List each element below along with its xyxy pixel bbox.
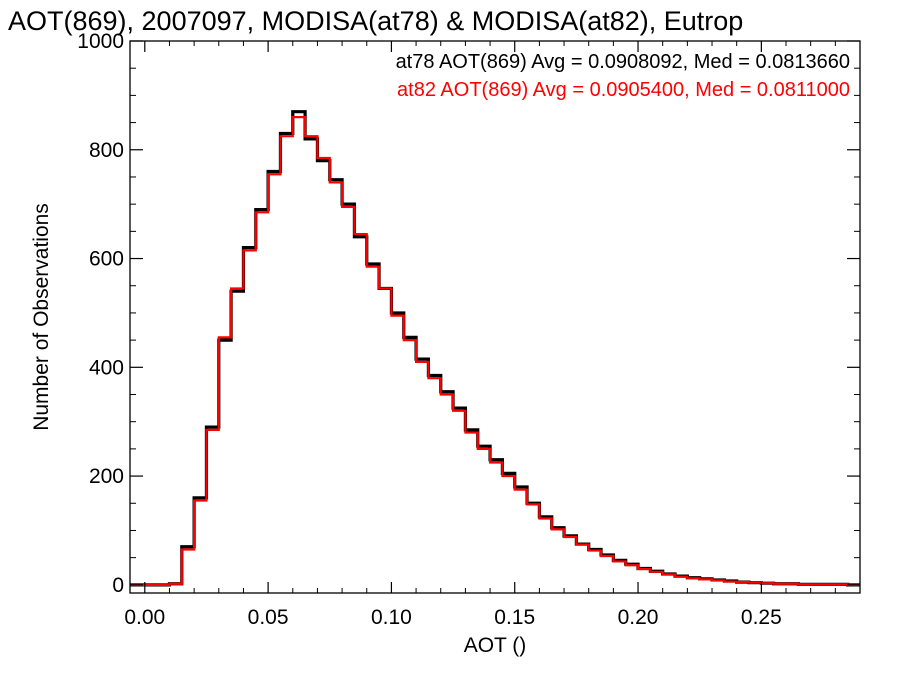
x-tick-label: 0.25 <box>741 606 782 629</box>
plot-frame <box>129 40 861 594</box>
x-tick-label: 0.20 <box>618 606 659 629</box>
y-tick-label: 400 <box>89 356 124 379</box>
y-tick-label: 600 <box>89 248 124 271</box>
x-tick-label: 0.15 <box>494 606 535 629</box>
x-tick-label: 0.00 <box>124 606 165 629</box>
chart-title: AOT(869), 2007097, MODISA(at78) & MODISA… <box>8 6 743 36</box>
plot-area <box>130 110 860 587</box>
legend-at78-stats: at78 AOT(869) Avg = 0.0908092, Med = 0.0… <box>396 51 850 73</box>
series-at82-line <box>130 116 860 586</box>
y-axis-label: Number of Observations <box>30 203 53 431</box>
y-tick-label: 800 <box>89 139 124 162</box>
axes: 0.00 0.05 0.10 0.15 0.20 0.25 0 200 400 600 800 100… <box>77 30 860 629</box>
x-axis-label: AOT () <box>464 634 527 657</box>
y-tick-label: 0 <box>112 574 124 597</box>
x-tick-label: 0.10 <box>371 606 412 629</box>
y-tick-label: 1000 <box>77 30 124 53</box>
legend-at82-stats: at82 AOT(869) Avg = 0.0905400, Med = 0.0… <box>397 79 850 101</box>
y-tick-label: 200 <box>89 465 124 488</box>
x-tick-label: 0.05 <box>248 606 289 629</box>
